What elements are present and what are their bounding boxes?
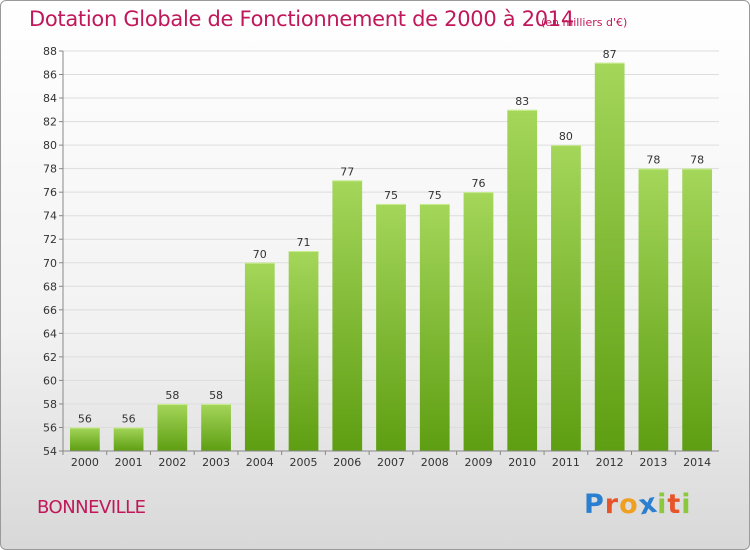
data-label: 71: [297, 236, 311, 249]
y-tick-label: 66: [43, 304, 57, 317]
data-label: 87: [603, 48, 617, 61]
bar-2010: [507, 109, 538, 451]
x-tick-label: 2010: [508, 456, 536, 469]
data-label: 58: [165, 389, 179, 402]
bar-2014: [682, 168, 713, 451]
x-tick-label: 2004: [246, 456, 274, 469]
x-tick-label: 2008: [421, 456, 449, 469]
bar-2002: [157, 403, 188, 451]
y-tick-label: 88: [43, 45, 57, 58]
y-tick-label: 80: [43, 139, 57, 152]
y-tick-label: 60: [43, 374, 57, 387]
y-tick-label: 54: [43, 445, 57, 458]
commune-name: BONNEVILLE: [37, 497, 146, 518]
logo-letter: i: [657, 489, 668, 520]
data-label: 80: [559, 130, 573, 143]
x-tick-label: 2011: [552, 456, 580, 469]
data-label: 83: [515, 95, 529, 108]
bar-2009: [463, 192, 494, 452]
logo-letter: r: [604, 489, 620, 520]
y-tick-label: 62: [43, 351, 57, 364]
y-tick-label: 82: [43, 116, 57, 129]
data-label: 58: [209, 389, 223, 402]
y-tick-label: 86: [43, 69, 57, 82]
data-label: 56: [78, 412, 92, 425]
x-tick-label: 2009: [464, 456, 492, 469]
y-tick-label: 74: [43, 210, 57, 223]
x-tick-label: 2013: [639, 456, 667, 469]
data-label: 70: [253, 248, 267, 261]
bar-2004: [244, 262, 275, 451]
x-tick-label: 2003: [202, 456, 230, 469]
bar-2013: [638, 168, 669, 451]
x-tick-label: 2014: [683, 456, 711, 469]
bar-2000: [69, 427, 100, 451]
x-tick-label: 2007: [377, 456, 405, 469]
x-axis: 2000 2001 2002 2003 2004 2005 2006 2007 2008 2009…: [62, 450, 719, 469]
y-tick-label: 72: [43, 233, 57, 246]
bar-2012: [594, 62, 625, 451]
bar-2011: [551, 145, 581, 451]
bar-2006: [332, 180, 363, 452]
data-label: 75: [428, 189, 442, 202]
data-label: 56: [122, 412, 136, 425]
x-tick-label: 2001: [115, 456, 143, 469]
chart-unit: (en milliers d'€): [541, 16, 628, 29]
data-label: 75: [384, 189, 398, 202]
y-tick-label: 84: [43, 92, 57, 105]
bar-2003: [201, 403, 231, 451]
logo-letter: P: [584, 489, 605, 520]
logo-letter: t: [667, 489, 682, 520]
bar-2005: [288, 251, 319, 451]
data-label: 78: [690, 154, 704, 167]
y-tick-label: 78: [43, 163, 57, 176]
x-tick-label: 2000: [71, 456, 99, 469]
y-tick-label: 70: [43, 257, 57, 270]
logo-letter: o: [619, 489, 639, 520]
y-tick-label: 64: [43, 327, 57, 340]
y-tick-label: 56: [43, 421, 57, 434]
y-tick-label: 76: [43, 186, 57, 199]
logo-letter: i: [681, 489, 692, 520]
bar-2008: [419, 203, 450, 451]
data-label: 78: [646, 154, 660, 167]
bars: 56 56 58 58 70 71 77 75 75 76 83 80 87 78 78: [69, 48, 713, 452]
bar-2007: [376, 203, 406, 451]
proxiti-logo: Proxiti: [584, 488, 692, 522]
y-tick-label: 58: [43, 398, 57, 411]
y-axis: 54 56 58 60 62 64 66 68 70 72 74 76 78 80 82 84 86 88: [43, 45, 64, 458]
x-tick-label: 2012: [596, 456, 624, 469]
data-label: 76: [471, 177, 485, 190]
chart-title: Dotation Globale de Fonctionnement de 20…: [29, 7, 574, 31]
x-tick-label: 2002: [158, 456, 186, 469]
data-label: 77: [340, 165, 354, 178]
bar-2001: [113, 427, 144, 451]
x-tick-label: 2006: [333, 456, 361, 469]
y-tick-label: 68: [43, 280, 57, 293]
x-tick-label: 2005: [290, 456, 318, 469]
